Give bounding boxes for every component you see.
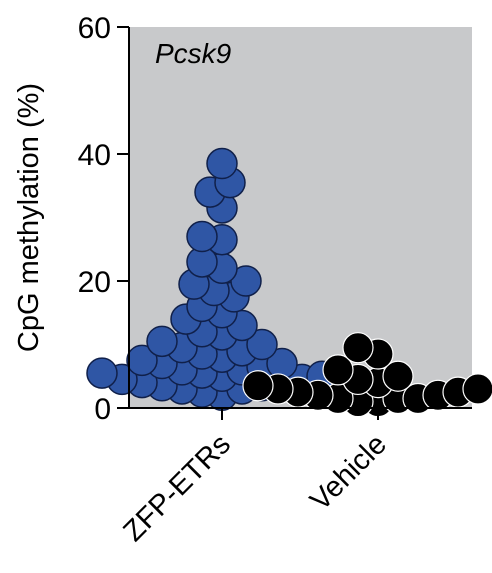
y-ticks: 0 20 40 60 (78, 12, 129, 426)
axes (128, 27, 472, 409)
y-axis-title: CpG methylation (%) (13, 83, 45, 352)
y-tick-label: 0 (94, 393, 111, 426)
y-tick-label: 20 (78, 266, 111, 299)
data-point (246, 328, 278, 361)
data-point (126, 344, 158, 377)
data-point (462, 373, 492, 405)
x-ticks: ZFP-ETRs Vehicle (117, 408, 393, 548)
data-point (342, 332, 374, 364)
data-point (242, 370, 274, 402)
panel-label: Pcsk9 (155, 38, 231, 69)
data-point (382, 360, 414, 392)
data-point (86, 357, 118, 389)
data-point (206, 147, 238, 180)
data-point (186, 220, 218, 253)
x-category-label: ZFP-ETRs (117, 428, 236, 547)
data-point (146, 325, 178, 358)
data-point (322, 354, 354, 386)
y-tick-label: 40 (78, 139, 111, 172)
y-tick-label: 60 (78, 12, 111, 45)
x-category-label: Vehicle (304, 428, 393, 517)
